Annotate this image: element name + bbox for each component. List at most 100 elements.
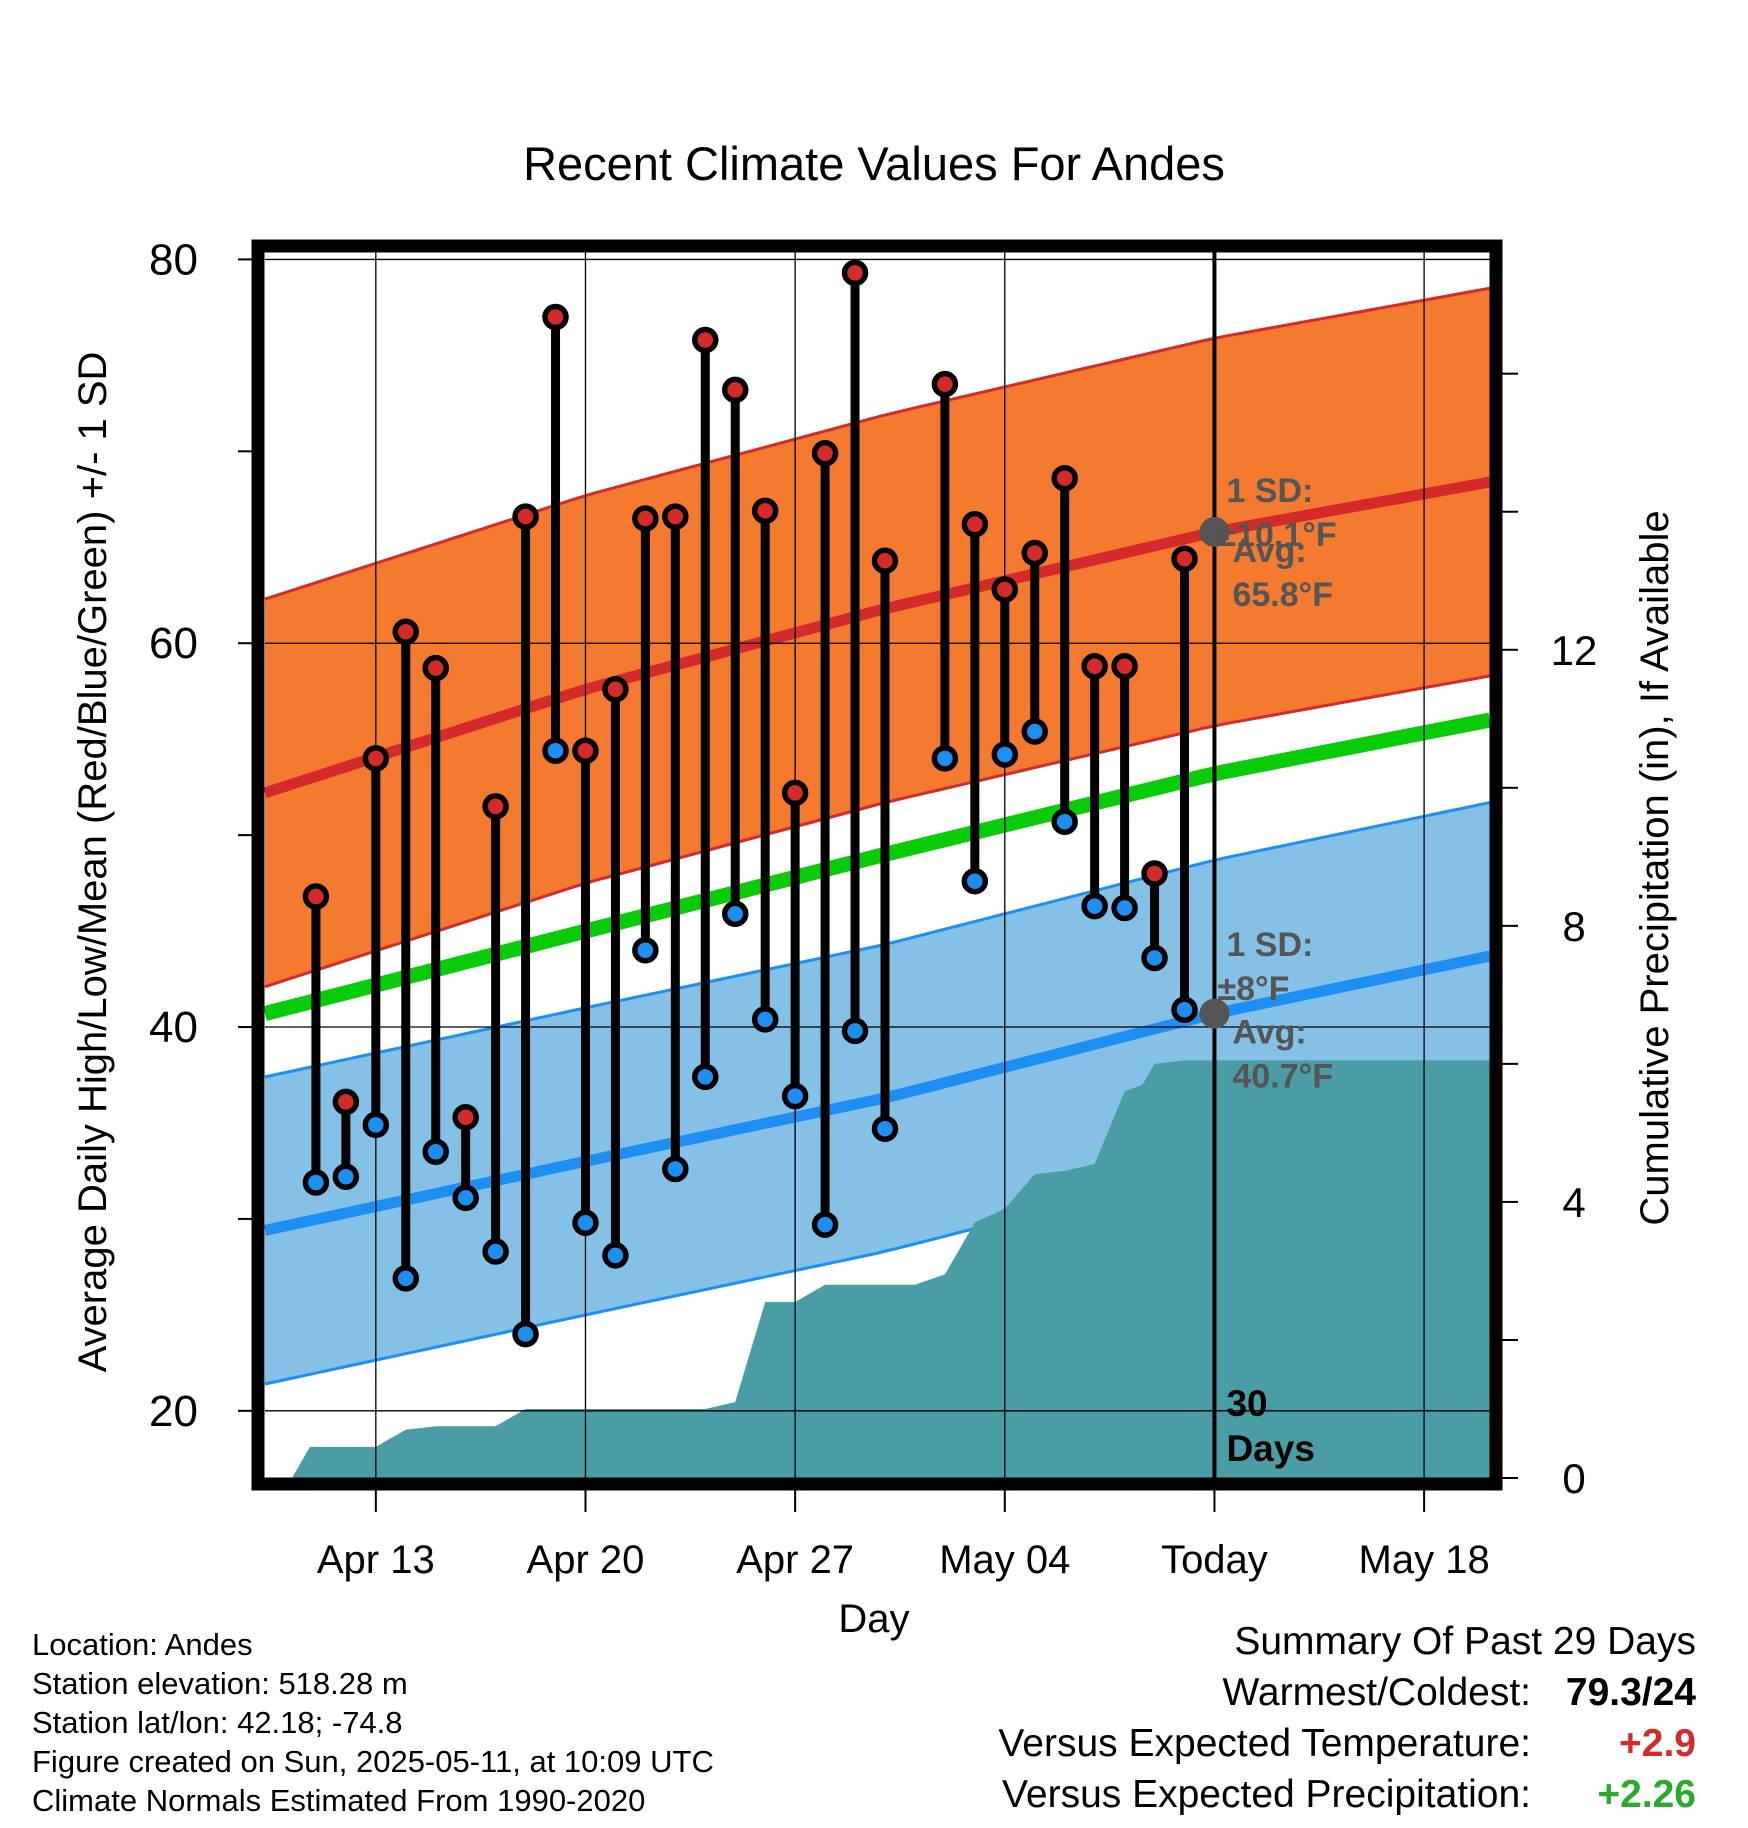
daily-high-point: [931, 370, 959, 398]
daily-low-point: [632, 937, 659, 964]
warm-cold-label: Warmest/Coldest:: [1222, 1671, 1531, 1714]
daily-low-point: [332, 1163, 360, 1190]
y2-tick-label: 12: [1551, 627, 1598, 674]
daily-high-point: [871, 547, 899, 574]
daily-low-point: [662, 1155, 689, 1183]
x-tick-label: May 04: [939, 1538, 1070, 1582]
low-sd-value: ±8°F: [1217, 970, 1289, 1008]
today-marker: 30 Days: [1212, 246, 1315, 1478]
daily-high-point: [961, 511, 989, 538]
y-tick-label: 40: [149, 1003, 198, 1052]
normals-text: Climate Normals Estimated From 1990-2020: [32, 1783, 646, 1818]
precip-anomaly-label: Versus Expected Precipitation:: [1002, 1773, 1531, 1816]
normal-high-line: [263, 476, 1491, 799]
today-days-label: 30 Days: [1226, 1383, 1314, 1469]
daily-high-point: [1051, 464, 1078, 492]
summary-title: Summary Of Past 29 Days: [1234, 1620, 1696, 1663]
y-tick-label: 80: [149, 235, 198, 284]
daily-high-point: [452, 1103, 479, 1131]
x-axis-label: Day: [838, 1597, 909, 1641]
daily-low-point: [841, 1017, 869, 1045]
daily-high-point: [302, 883, 330, 910]
x-tick-label: Apr 27: [736, 1538, 854, 1582]
daily-high-point: [991, 576, 1019, 603]
plot-frame: [251, 239, 1503, 1491]
daily-low-point: [1111, 894, 1138, 922]
daily-high-point: [512, 503, 539, 530]
y2-axis-label: Cumulative Precipitation (in), If Availa…: [1633, 510, 1677, 1225]
daily-low-point: [1021, 718, 1048, 745]
daily-low-point: [362, 1111, 390, 1139]
y2-tick-label: 0: [1562, 1455, 1585, 1502]
daily-high-point: [422, 654, 449, 682]
y-tick-label: 20: [149, 1387, 198, 1436]
daily-high-point: [662, 503, 689, 530]
y-tick-label: 60: [149, 619, 198, 668]
daily-high-point: [721, 376, 749, 404]
location-text: Location: Andes: [32, 1627, 253, 1662]
daily-high-point: [841, 259, 869, 287]
y2-tick-label: 8: [1562, 903, 1585, 950]
chart-title: Recent Climate Values For Andes: [523, 137, 1225, 190]
low-avg-dot: [1199, 998, 1230, 1029]
daily-high-point: [572, 737, 599, 764]
daily-low-point: [1171, 996, 1198, 1024]
y2-tick-label: 4: [1562, 1179, 1585, 1226]
daily-low-point: [931, 745, 959, 772]
daily-low-point: [871, 1115, 899, 1142]
high-sd-value: ±10.1°F: [1217, 516, 1336, 554]
daily-high-point: [332, 1088, 360, 1116]
daily-low-point: [512, 1320, 539, 1348]
daily-low-point: [811, 1211, 839, 1238]
daily-high-point: [1081, 653, 1108, 680]
daily-high-point: [392, 618, 420, 645]
elevation-text: Station elevation: 518.28 m: [32, 1666, 408, 1701]
daily-low-point: [422, 1138, 449, 1166]
daily-high-point: [781, 779, 809, 807]
station-info: Location: Andes Station elevation: 518.2…: [32, 1625, 714, 1820]
daily-low-point: [572, 1209, 599, 1237]
created-text: Figure created on Sun, 2025-05-11, at 10…: [32, 1744, 714, 1779]
daily-high-point: [632, 505, 659, 532]
daily-high-point: [811, 440, 839, 467]
high-sd-label: 1 SD:: [1226, 472, 1313, 510]
daily-low-point: [392, 1265, 420, 1292]
y-axis-label: Average Daily High/Low/Mean (Red/Blue/Gr…: [71, 352, 115, 1373]
high-upper-sd-line: [264, 286, 1491, 601]
low-avg-value: 40.7°F: [1232, 1058, 1333, 1096]
precip-anomaly-value: +2.26: [1597, 1773, 1696, 1816]
high-sd-band: [265, 288, 1490, 987]
daily-low-point: [692, 1063, 719, 1091]
daily-high-point: [692, 326, 719, 354]
high-avg-label: Avg:: [1232, 532, 1306, 570]
temp-anomaly-label: Versus Expected Temperature:: [998, 1722, 1531, 1765]
daily-low-point: [302, 1169, 330, 1196]
daily-low-point: [602, 1242, 629, 1269]
x-tick-label: Today: [1161, 1538, 1268, 1582]
daily-low-point: [751, 1006, 779, 1033]
daily-low-point: [961, 867, 989, 895]
temp-anomaly-value: +2.9: [1619, 1722, 1696, 1765]
x-tick-label: Apr 13: [317, 1538, 435, 1582]
daily-high-point: [1021, 539, 1048, 567]
daily-low-point: [781, 1082, 809, 1110]
low-avg-label: Avg:: [1232, 1014, 1306, 1052]
daily-low-point: [1051, 808, 1078, 835]
daily-low-point: [452, 1184, 479, 1212]
daily-high-point: [362, 745, 390, 772]
daily-low-point: [991, 741, 1019, 768]
daily-low-point: [482, 1238, 509, 1265]
daily-low-point: [1141, 944, 1168, 972]
x-tick-label: Apr 20: [527, 1538, 645, 1582]
high-avg-value: 65.8°F: [1232, 576, 1333, 614]
cumulative-precip-area: [292, 1060, 1490, 1478]
daily-high-point: [1141, 860, 1168, 887]
daily-high-point: [602, 676, 629, 703]
high-avg-dot: [1199, 516, 1230, 547]
x-tick-label: May 18: [1359, 1538, 1490, 1582]
daily-low-point: [542, 737, 569, 764]
daily-high-point: [1111, 653, 1138, 680]
daily-low-point: [721, 900, 749, 928]
